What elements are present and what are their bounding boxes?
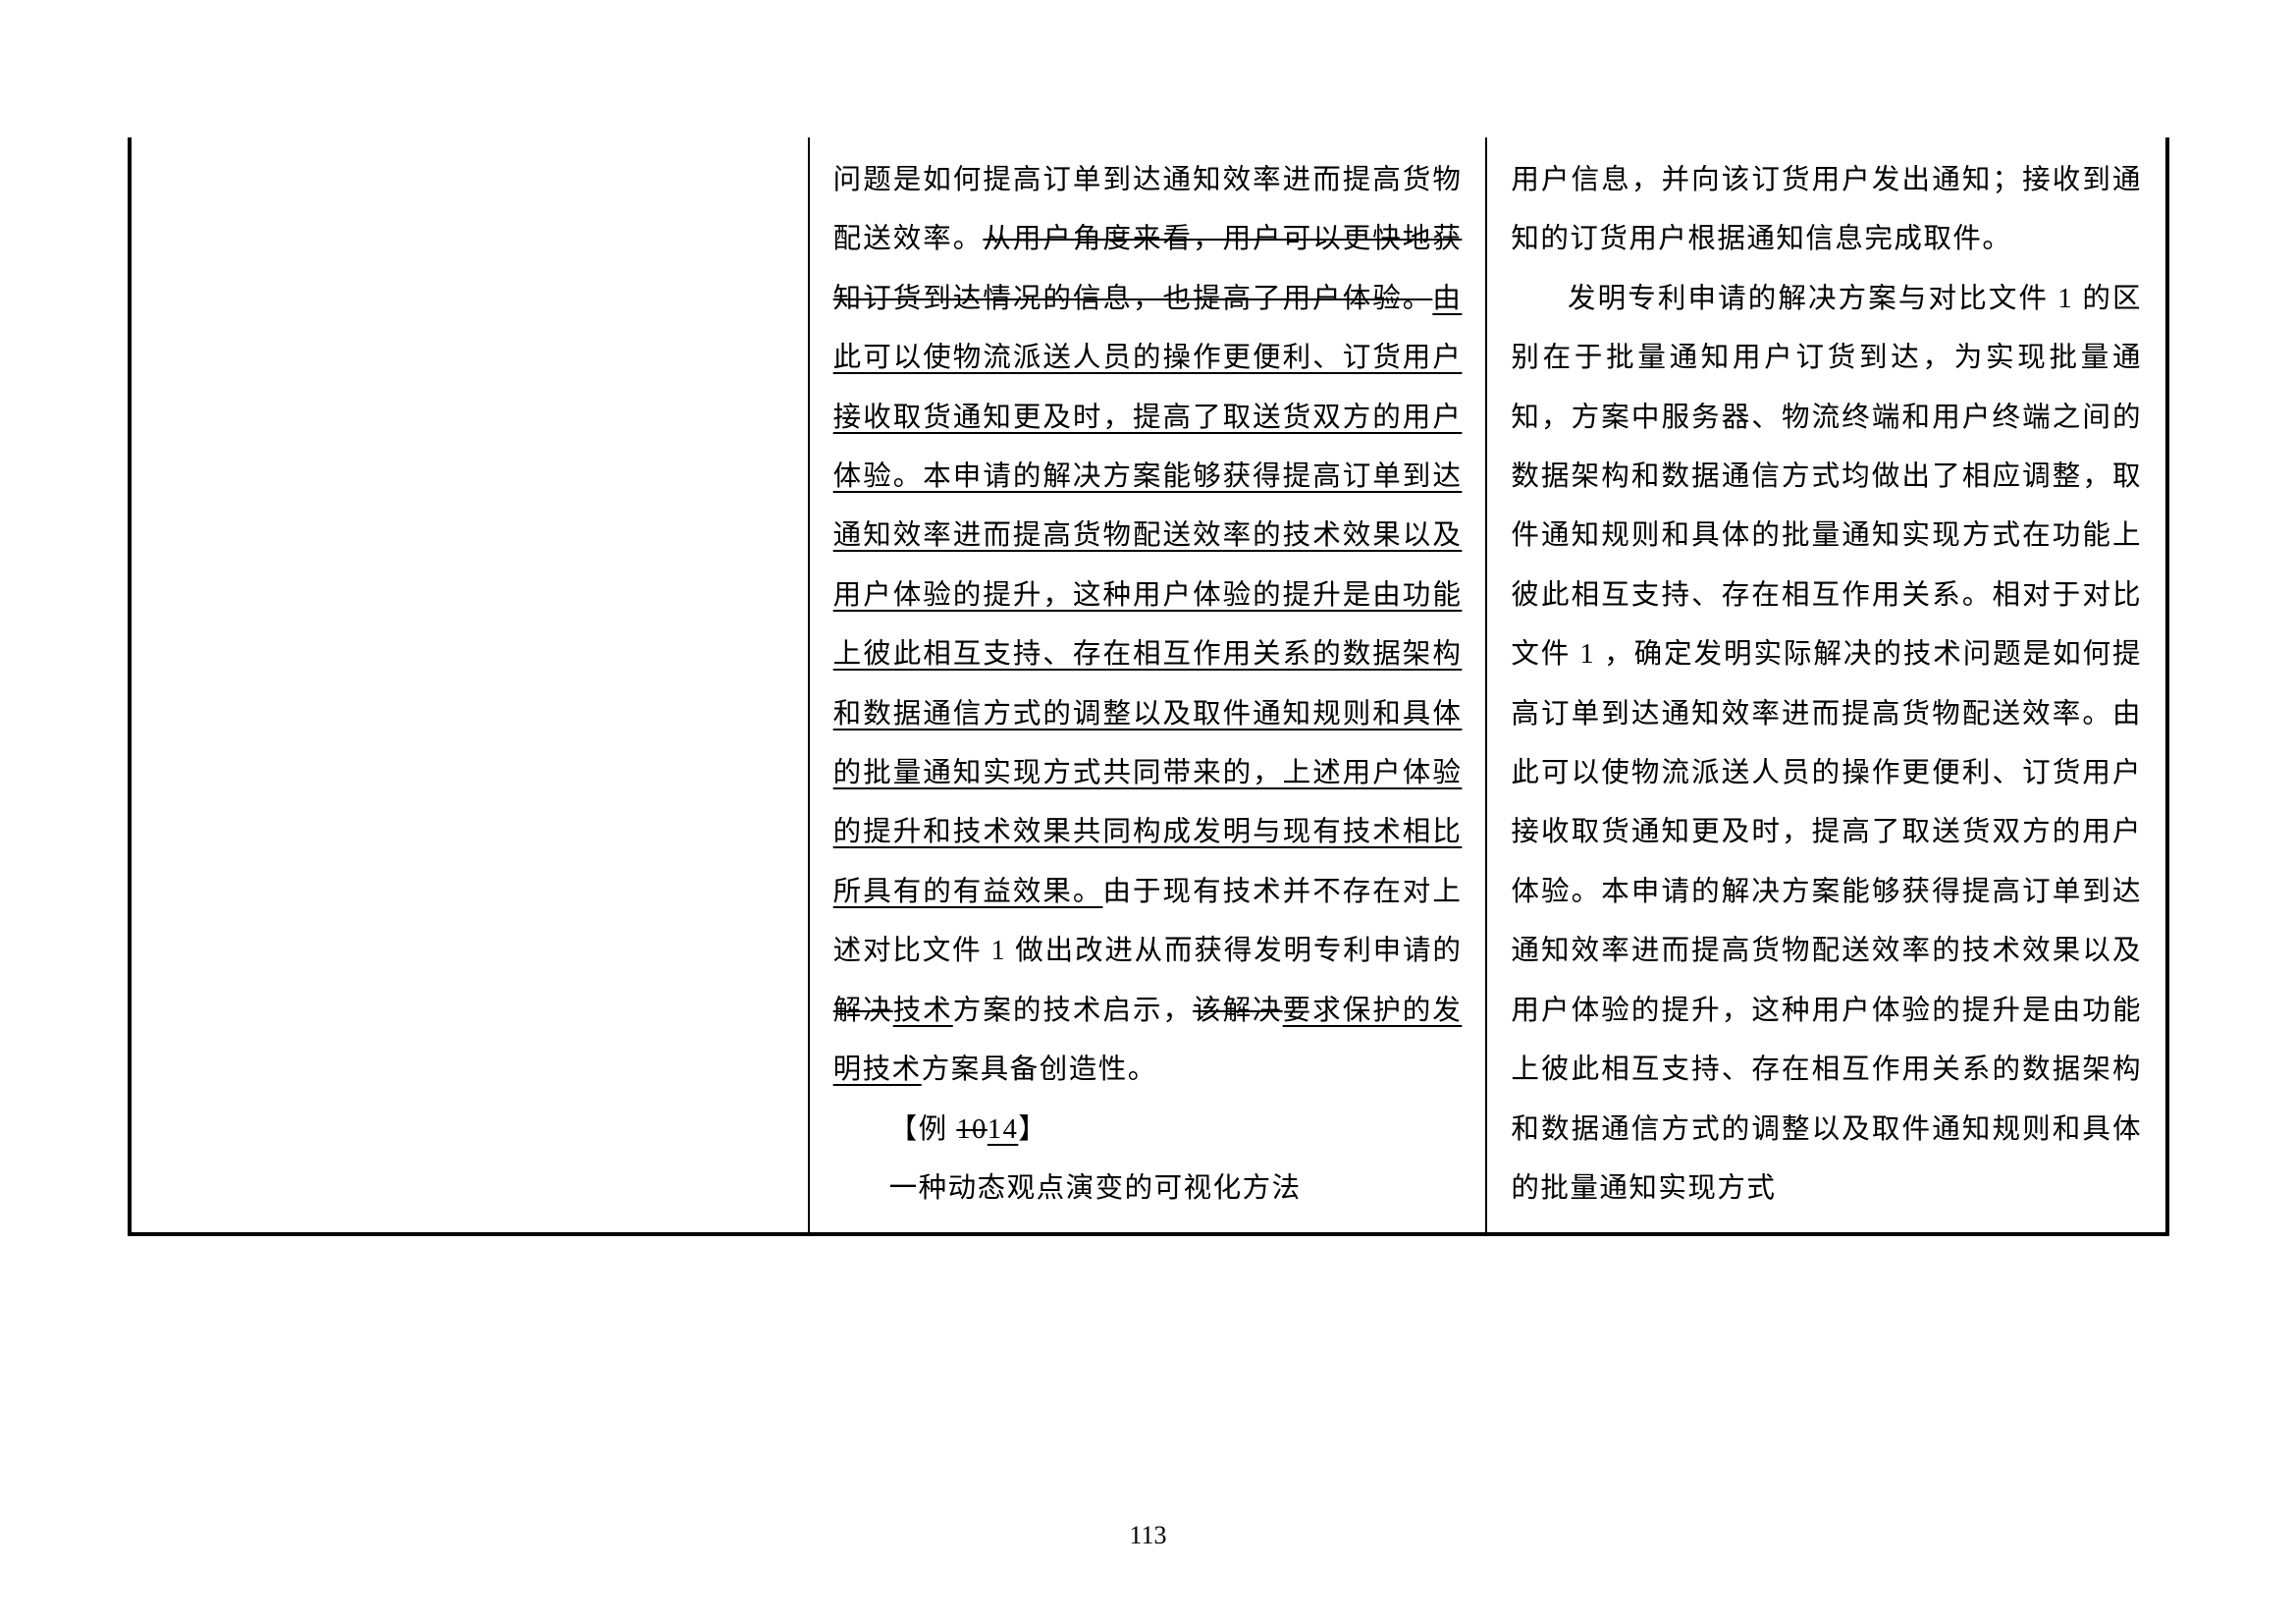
text-plain: 】 xyxy=(1018,1114,1047,1145)
table-row: 问题是如何提高订单到达通知效率进而提高货物配送效率。从用户角度来看，用户可以更快… xyxy=(132,137,2165,1232)
document-page: 问题是如何提高订单到达通知效率进而提高货物配送效率。从用户角度来看，用户可以更快… xyxy=(0,0,2296,1623)
col3-para-2: 发明专利申请的解决方案与对比文件 1 的区别在于批量通知用户订货到达，为实现批量… xyxy=(1511,270,2142,1219)
text-strike: 该解决 xyxy=(1193,996,1283,1026)
text-strike: 10 xyxy=(956,1114,988,1145)
col2-para-2: 【例 1014】 xyxy=(833,1101,1463,1160)
text-plain: 方案的技术启示， xyxy=(953,996,1193,1026)
text-plain: 方案具备创造性。 xyxy=(922,1055,1157,1085)
col3-para-1: 用户信息，并向该订货用户发出通知；接收到通知的订货用户根据通知信息完成取件。 xyxy=(1511,151,2142,270)
comparison-table: 问题是如何提高订单到达通知效率进而提高货物配送效率。从用户角度来看，用户可以更快… xyxy=(128,137,2169,1236)
text-plain: 【例 xyxy=(889,1114,957,1145)
text-plain: 发明专利申请的解决方案与对比文件 1 的区别在于批量通知用户订货到达，为实现批量… xyxy=(1511,284,2142,1204)
col2-para-1: 问题是如何提高订单到达通知效率进而提高货物配送效率。从用户角度来看，用户可以更快… xyxy=(833,151,1463,1101)
text-plain: 用户信息，并向该订货用户发出通知；接收到通知的订货用户根据通知信息完成取件。 xyxy=(1511,165,2142,254)
col2-para-3: 一种动态观点演变的可视化方法 xyxy=(833,1160,1463,1218)
cell-col2: 问题是如何提高订单到达通知效率进而提高货物配送效率。从用户角度来看，用户可以更快… xyxy=(810,137,1488,1232)
cell-col1 xyxy=(132,137,810,1232)
text-underline: 技术 xyxy=(893,996,953,1026)
text-plain: 一种动态观点演变的可视化方法 xyxy=(889,1173,1302,1204)
page-number: 113 xyxy=(0,1521,2296,1550)
text-underline: 14 xyxy=(988,1114,1019,1145)
text-underline: 由此可以使物流派送人员的操作更便利、订货用户接收取货通知更及时，提高了取送货双方… xyxy=(833,284,1463,907)
text-strike: 解决 xyxy=(833,996,893,1026)
cell-col3: 用户信息，并向该订货用户发出通知；接收到通知的订货用户根据通知信息完成取件。 发… xyxy=(1487,137,2165,1232)
